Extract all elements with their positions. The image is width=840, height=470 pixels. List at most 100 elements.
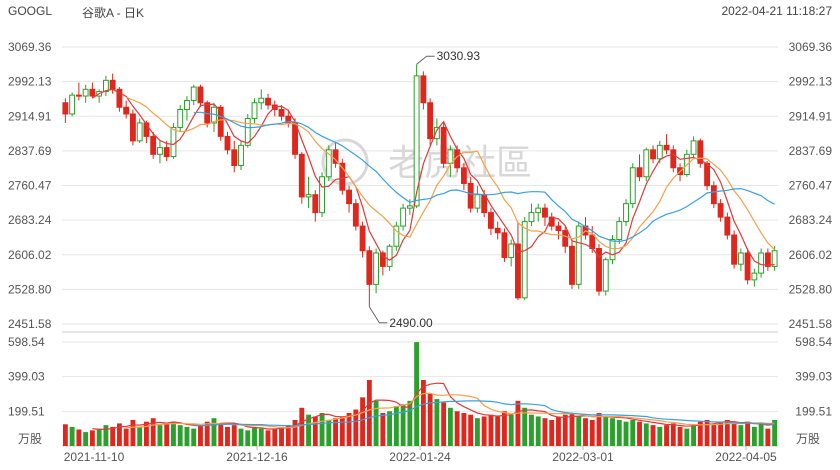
volume-bar (258, 428, 264, 446)
volume-bar (508, 414, 514, 446)
volume-bar (657, 426, 663, 446)
volume-bar (252, 426, 257, 446)
volume-bar (69, 426, 75, 446)
annotations: 3030.93 2490.00 (368, 49, 480, 330)
candle-body (771, 250, 778, 267)
candle-body (163, 147, 170, 158)
volume-tick-label-left: 598.54 (8, 335, 45, 349)
date-label: 2022-01-24 (389, 450, 451, 464)
volume-bar (279, 426, 284, 446)
volume-bar (387, 411, 393, 446)
candle-body (616, 221, 623, 241)
volume-bar (191, 428, 197, 446)
volume-bar (150, 418, 156, 446)
volume-bar (218, 423, 224, 446)
low-annotation-label: 2490.00 (389, 316, 433, 330)
candle-body (623, 203, 629, 223)
price-tick-label-right: 2760.47 (789, 179, 833, 193)
volume-bar (731, 423, 737, 446)
volume-bar (96, 428, 102, 446)
volume-bar (306, 414, 311, 446)
volume-bar (522, 407, 528, 446)
candle-body (420, 75, 427, 104)
candle-body (319, 176, 325, 214)
volume-bar (211, 418, 217, 446)
candle-body (704, 162, 711, 187)
candle-body (366, 250, 373, 285)
candle-body (460, 167, 467, 184)
candle-body (312, 194, 319, 214)
grid-lines (62, 46, 778, 447)
candle-body (102, 79, 109, 93)
candle-body (217, 106, 224, 137)
candle-body (238, 144, 244, 167)
volume-bar (265, 430, 271, 446)
price-tick-label-right: 2683.24 (789, 213, 833, 227)
candle-body (575, 225, 582, 285)
timestamp: 2022-04-21 11:18:27 (721, 4, 832, 18)
volume-bar (380, 412, 386, 446)
candle-body (406, 205, 413, 209)
candle-body (528, 212, 535, 223)
price-tick-label-left: 2837.69 (8, 144, 52, 158)
volume-bar (481, 416, 487, 446)
candle-body (157, 147, 163, 155)
volume-unit-left: 万股 (18, 432, 42, 446)
candle-body (690, 140, 697, 155)
price-tick-label-left: 2451.58 (8, 317, 52, 331)
volume-unit-right: 万股 (796, 432, 820, 446)
volume-bar (420, 379, 426, 446)
price-tick-label-right: 2837.69 (789, 144, 833, 158)
candle-body (535, 207, 542, 214)
price-tick-label-left: 2992.13 (8, 75, 52, 89)
price-tick-label-right: 3069.36 (789, 40, 833, 54)
candle-body (346, 189, 353, 205)
volume-bar (434, 399, 440, 446)
volume-bar (677, 426, 683, 446)
price-tick-label-left: 2528.80 (8, 282, 52, 296)
candle-body (123, 106, 130, 115)
candle-body (129, 113, 136, 142)
candle-body (643, 149, 650, 178)
candle-body (231, 149, 238, 167)
volume-bar (468, 414, 474, 446)
ma10-line (125, 96, 776, 251)
volume-bar (474, 418, 480, 446)
volume-bar (758, 423, 764, 446)
candle-body (737, 252, 744, 265)
volume-bar (495, 416, 501, 446)
volume-bar (684, 428, 690, 446)
candle-body (515, 243, 521, 299)
volume-tick-label-right: 598.54 (795, 335, 832, 349)
volume-tick-label-right: 399.03 (795, 370, 832, 384)
candle-body (596, 247, 602, 292)
volume-bar (697, 421, 703, 446)
candle-body (656, 144, 663, 160)
candle-body (379, 252, 386, 267)
candle-body (69, 94, 76, 115)
moving-averages (92, 88, 776, 266)
candle-body (697, 140, 704, 164)
candle-body (487, 212, 494, 229)
volume-bar (562, 414, 568, 446)
date-label: 2022-03-01 (552, 450, 614, 464)
candle-body (569, 245, 575, 285)
volume-bar (610, 418, 615, 446)
candle-body (393, 225, 400, 247)
candle-body (109, 79, 116, 90)
candle-body (751, 272, 758, 281)
volume-bar (549, 419, 555, 446)
volume-bar (238, 428, 244, 446)
candle-body (609, 239, 616, 261)
candle-body (433, 126, 440, 140)
volume-bar (157, 425, 163, 446)
candle-body (177, 108, 184, 128)
candle-body (386, 245, 393, 267)
candle-body (75, 94, 82, 97)
volume-bar (691, 425, 696, 446)
volume-bar (272, 428, 278, 446)
volume-bar (515, 400, 521, 446)
candles (62, 64, 778, 307)
price-tick-label-left: 2914.91 (8, 109, 52, 123)
volume-bar (299, 407, 305, 446)
